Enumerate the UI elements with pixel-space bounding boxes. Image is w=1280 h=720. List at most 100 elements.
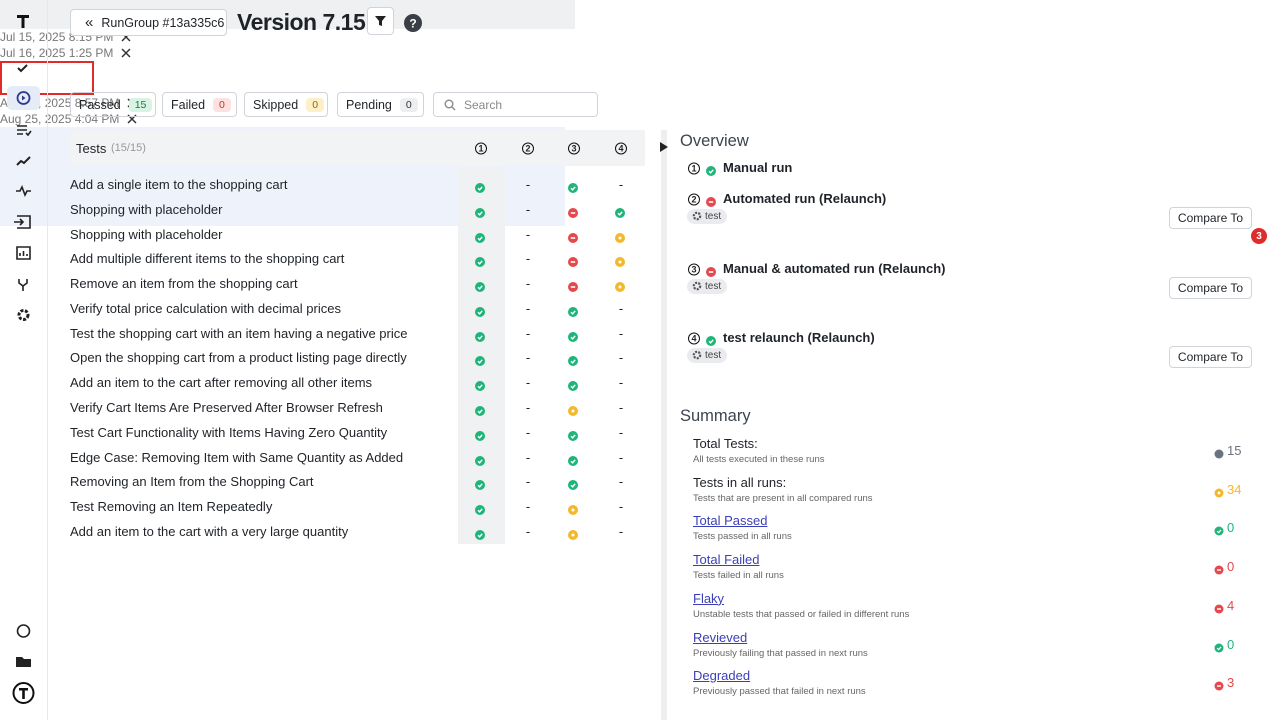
filter-pill[interactable]: Skipped 0 [244, 92, 328, 117]
filter-pill[interactable]: Pending 0 [337, 92, 424, 117]
nav-icon[interactable] [16, 185, 31, 197]
test-name[interactable]: Add a single item to the shopping cart [70, 177, 288, 192]
tag-icon [692, 350, 702, 363]
summary-description: Previously failing that passed in next r… [693, 647, 868, 659]
test-name[interactable]: Test Removing an Item Repeatedly [70, 499, 273, 515]
summary-title[interactable]: Degraded [693, 668, 751, 684]
result-none: - [525, 300, 531, 316]
test-name[interactable]: Add an item to the cart after removing a… [70, 375, 373, 391]
status-icon [568, 527, 578, 540]
result-none: - [618, 474, 624, 490]
status-icon [475, 304, 485, 317]
filter-button[interactable] [367, 7, 394, 35]
status-icon [475, 428, 485, 441]
back-icon: « [85, 14, 94, 31]
page-title: Version 7.15 [237, 9, 366, 35]
status-icon [568, 403, 578, 417]
result-none: - [525, 177, 531, 192]
overview-title: Overview [680, 132, 749, 150]
search-box[interactable]: Search [433, 92, 598, 117]
run-tag: test [687, 348, 728, 363]
logo[interactable] [17, 15, 29, 28]
summary-title: Summary [680, 407, 751, 425]
test-name[interactable]: Add multiple different items to the shop… [70, 251, 345, 267]
summary-value: 34 [1227, 481, 1242, 497]
status-icon [568, 453, 578, 466]
test-name[interactable]: Open the shopping cart from a product li… [70, 350, 407, 366]
run-index-number: 3 [688, 263, 700, 276]
splitter[interactable] [661, 130, 667, 720]
test-name[interactable]: Test Cart Functionality with Items Havin… [70, 424, 388, 440]
run-index: 1 [684, 162, 704, 175]
nav-icon[interactable] [14, 215, 31, 229]
result-none: - [525, 226, 531, 242]
result-none: - [618, 400, 624, 416]
status-icon [475, 279, 485, 293]
collapse-arrow[interactable] [658, 141, 670, 153]
test-name[interactable]: Removing an Item from the Shopping Cart [70, 474, 314, 490]
run-tag: test [687, 209, 728, 224]
run-index: 2 [684, 193, 704, 206]
search-icon [444, 99, 456, 110]
status-icon [568, 230, 578, 243]
filter-pill[interactable]: Passed 15 [70, 92, 156, 117]
tests-header: Tests [76, 141, 107, 156]
status-icon [568, 180, 578, 193]
compare-button[interactable]: Compare To [1169, 277, 1252, 299]
test-name[interactable]: Test the shopping cart with an item havi… [70, 325, 408, 341]
test-name[interactable]: Shopping with placeholder [70, 226, 223, 242]
status-icon [568, 378, 578, 392]
status-icon [475, 477, 485, 491]
compare-button[interactable]: Compare To [1169, 207, 1252, 229]
summary-title[interactable]: Flaky [693, 590, 725, 606]
column-header: 4 [611, 142, 631, 155]
nav-icon[interactable] [16, 246, 31, 260]
nav-icon[interactable] [17, 64, 28, 73]
column-number: 3 [568, 142, 580, 155]
status-icon [475, 378, 485, 392]
filter-pill[interactable]: Failed 0 [162, 92, 237, 117]
summary-title[interactable]: Total Passed [693, 513, 768, 529]
status-icon [1214, 639, 1224, 652]
status-icon [1214, 600, 1224, 614]
help-icon[interactable] [16, 624, 31, 638]
summary-title[interactable]: Total Failed [693, 552, 760, 568]
summary-value: 3 [1227, 675, 1235, 691]
test-name[interactable]: Edge Case: Removing Item with Same Quant… [70, 449, 404, 465]
summary-title[interactable]: Revieved [693, 629, 748, 645]
nav-icon[interactable] [17, 125, 32, 137]
nav-icon[interactable] [17, 309, 30, 321]
test-name[interactable]: Remove an item from the shopping cart [70, 276, 298, 292]
result-none: - [525, 400, 531, 416]
status-icon [475, 180, 485, 193]
run-name[interactable]: Manual & automated run (Relaunch) [723, 261, 946, 276]
profile-icon[interactable] [12, 682, 35, 704]
test-name[interactable]: Verify total price calculation with deci… [70, 300, 341, 316]
filter-icon [375, 16, 386, 26]
remove-run[interactable] [121, 45, 131, 61]
run-name[interactable]: Automated run (Relaunch) [723, 191, 887, 206]
help-button[interactable]: ? [403, 13, 423, 33]
result-none: - [525, 523, 531, 539]
status-icon [568, 304, 578, 317]
filter-count: 0 [306, 97, 325, 112]
status-icon [475, 230, 485, 243]
result-none: - [525, 424, 531, 440]
test-name[interactable]: Shopping with placeholder [70, 201, 223, 217]
test-name[interactable]: Add an item to the cart with a very larg… [70, 523, 349, 539]
summary-title: Total Tests: [693, 436, 758, 451]
result-none: - [525, 449, 531, 465]
back-button[interactable]: « RunGroup #13a335c6 [70, 9, 227, 36]
run-name[interactable]: test relaunch (Relaunch) [723, 330, 875, 345]
status-icon [568, 205, 578, 218]
nav-icon[interactable] [16, 156, 31, 166]
nav-icon[interactable] [16, 91, 31, 105]
compare-button[interactable]: Compare To [1169, 346, 1252, 368]
run-name[interactable]: Manual run [723, 160, 793, 175]
folder-icon[interactable] [16, 657, 31, 667]
test-name[interactable]: Verify Cart Items Are Preserved After Br… [70, 400, 383, 416]
result-none: - [525, 499, 531, 515]
run-date: Jul 16, 2025 1:25 PM [0, 45, 1280, 61]
nav-icon[interactable] [18, 279, 28, 291]
